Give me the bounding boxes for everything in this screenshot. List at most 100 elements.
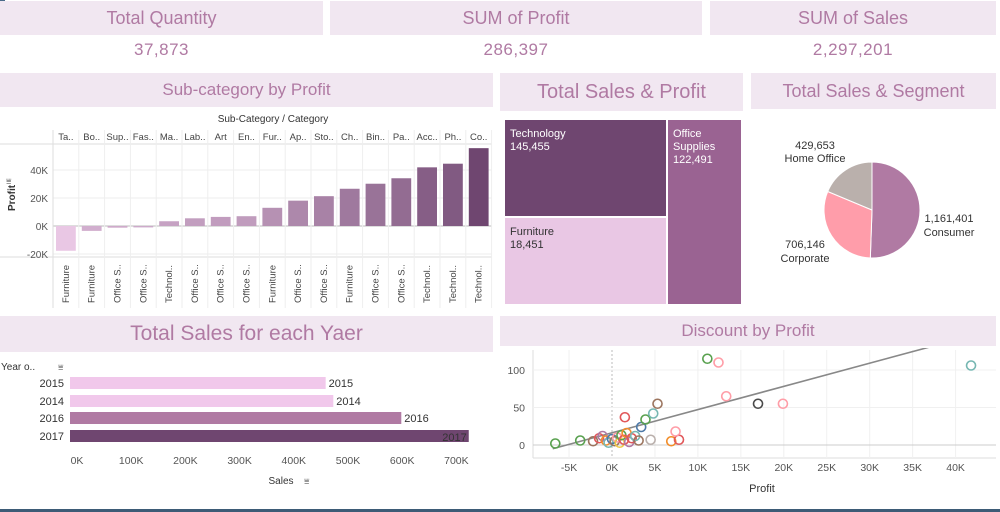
subcat-bar [56, 226, 76, 251]
subcat-category-label: Ph.. [444, 132, 461, 143]
subcat-ytick: 0K [36, 222, 49, 233]
treemap-technology-label: Technology [510, 128, 566, 140]
pie-label-consumer-name: Consumer [924, 227, 975, 239]
subcat-group-label: Furniture [345, 265, 356, 303]
subcat-category-label: Pa.. [393, 132, 410, 143]
treemap-furniture-value: 18,451 [510, 239, 544, 251]
yearly-xtick: 300K [227, 455, 252, 467]
treemap-panel-title: Total Sales & Profit [500, 73, 743, 111]
segment-pie-chart: 429,653 Home Office 1,161,401 Consumer 7… [781, 140, 975, 265]
subcat-category-label: Fas.. [133, 132, 154, 143]
subcat-ytick: -20K [27, 250, 48, 261]
scatter-xtick: 30K [860, 462, 879, 474]
subcat-bar [417, 167, 437, 226]
yearly-bar [70, 430, 469, 442]
yearly-bar-label: 2017 [442, 432, 466, 444]
scatter-point [647, 408, 659, 419]
subcat-group-label: Office S.. [396, 264, 407, 303]
subcat-bar [339, 188, 360, 226]
discount-scatter-chart: Profit -5K 0K 5K 10K 15K 20K 25K 30K 35K 40K 100 50… [507, 348, 996, 495]
treemap-tile-furniture[interactable]: Furniture 18,451 [505, 218, 666, 304]
scatter-xtick: -5K [561, 462, 577, 474]
yearly-sort-icon[interactable]: ⩸ [58, 362, 64, 372]
treemap-tile-office-supplies[interactable]: Office Supplies 122,491 [668, 120, 741, 304]
subcat-bar [391, 178, 412, 226]
scatter-ytick: 0 [519, 440, 525, 452]
treemap-office-label: Office Supplies [673, 128, 716, 153]
subcat-ytick: 20K [30, 194, 48, 205]
yearly-bar [70, 395, 334, 407]
yearly-sales-chart: Year o.. ⩸ Sales ⩸ 2015 2015 2014 2014 2016 2… [1, 362, 469, 487]
yearly-bar-label: 2014 [336, 396, 360, 408]
yearly-bar [70, 377, 326, 389]
scatter-ytick: 100 [507, 365, 525, 377]
scatter-point [713, 357, 724, 368]
scatter-xtick: 25K [817, 462, 836, 474]
treemap-furniture-label: Furniture [510, 226, 555, 238]
scatter-point [619, 411, 631, 423]
yearly-xtick: 600K [390, 455, 415, 467]
subcat-bar [133, 226, 154, 228]
yearly-xtick: 500K [336, 455, 361, 467]
subcat-category-label: Fur.. [263, 132, 282, 143]
subcategory-panel-title: Sub-category by Profit [0, 73, 493, 107]
subcat-bar [210, 216, 231, 226]
subcat-group-label: Office S.. [216, 264, 227, 303]
subcat-bar [314, 196, 334, 226]
subcat-category-label: Art [215, 132, 228, 143]
scatter-point [702, 353, 713, 365]
yearly-ylabel: Year o.. [1, 362, 35, 373]
kpi-sales-value: 2,297,201 [812, 40, 894, 59]
subcategory-header: Sub-Category / Category [218, 114, 329, 125]
kpi-quantity-value: 37,873 [134, 40, 189, 59]
kpi-profit-title: SUM of Profit [330, 1, 702, 35]
subcat-bar [365, 183, 386, 226]
subcat-bar [81, 226, 102, 231]
subcat-group-label: Technol.. [474, 265, 485, 303]
subcat-category-label: Ch.. [341, 132, 358, 143]
scatter-xtick: 15K [732, 462, 751, 474]
yearly-category-label: 2015 [40, 378, 64, 390]
treemap-office-value: 122,491 [673, 154, 713, 166]
subcat-bar [185, 218, 205, 226]
subcat-group-label: Office S.. [113, 264, 124, 303]
kpi-quantity-title: Total Quantity [0, 1, 323, 35]
pie-slice-corporate [823, 190, 873, 259]
yearly-xlabel: Sales [268, 476, 293, 487]
scatter-point [574, 435, 586, 446]
scatter-point [752, 398, 764, 410]
scatter-point [652, 398, 663, 410]
bottom-border [0, 509, 1000, 512]
yearly-xtick: 200K [173, 455, 198, 467]
scatter-xtick: 40K [946, 462, 965, 474]
scatter-point [587, 435, 599, 447]
kpi-profit-value: 286,397 [483, 40, 549, 59]
subcat-group-label: Technol.. [422, 265, 433, 303]
yearly-xtick: 100K [119, 455, 144, 467]
yearly-xsort-icon[interactable]: ⩸ [304, 476, 310, 486]
treemap-technology-value: 145,455 [510, 141, 550, 153]
yearly-xtick: 400K [282, 455, 307, 467]
scatter-trend-line [552, 348, 930, 450]
subcat-category-label: Ap.. [290, 132, 307, 143]
subcat-group-label: Office S.. [319, 264, 330, 303]
pie-slice-consumer [869, 161, 921, 259]
subcategory-ylabel: Profit [7, 184, 18, 211]
treemap-tile-technology[interactable]: Technology 145,455 [505, 120, 666, 216]
subcat-category-label: Sto.. [314, 132, 334, 143]
scatter-point [618, 434, 630, 446]
scatter-point [777, 398, 789, 410]
subcat-bar [443, 163, 463, 226]
scatter-xtick: 10K [689, 462, 708, 474]
subcat-group-label: Office S.. [190, 264, 201, 303]
scatter-point [720, 390, 732, 402]
yearly-category-label: 2016 [40, 413, 64, 425]
subcat-category-label: En.. [238, 132, 255, 143]
subcat-category-label: Bin.. [366, 132, 385, 143]
pie-label-homeoffice-value: 429,653 [795, 140, 835, 152]
scatter-xlabel: Profit [749, 483, 775, 495]
yearly-xtick: 700K [444, 455, 469, 467]
scatter-point [645, 434, 656, 446]
scatter-point [670, 426, 681, 437]
pie-panel-title: Total Sales & Segment [751, 73, 996, 109]
